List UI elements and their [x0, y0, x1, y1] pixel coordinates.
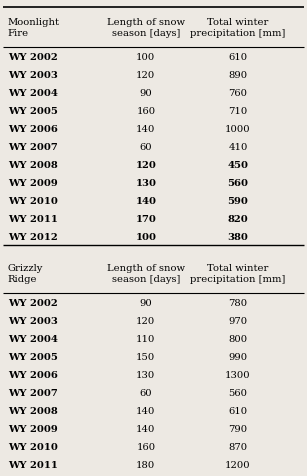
Text: WY 2005: WY 2005 — [8, 352, 57, 361]
Text: WY 2006: WY 2006 — [8, 370, 57, 379]
Text: 1200: 1200 — [225, 459, 251, 468]
Text: 100: 100 — [135, 232, 156, 241]
Text: 610: 610 — [228, 406, 247, 415]
Text: 60: 60 — [139, 142, 152, 151]
Text: WY 2007: WY 2007 — [8, 142, 57, 151]
Text: 180: 180 — [136, 459, 155, 468]
Text: 800: 800 — [228, 334, 247, 343]
Text: WY 2011: WY 2011 — [8, 459, 57, 468]
Text: Total winter
precipitation [mm]: Total winter precipitation [mm] — [190, 18, 286, 38]
Text: WY 2008: WY 2008 — [8, 406, 57, 415]
Text: 120: 120 — [136, 316, 155, 325]
Text: WY 2011: WY 2011 — [8, 214, 57, 223]
Text: WY 2006: WY 2006 — [8, 124, 57, 133]
Text: 450: 450 — [227, 160, 248, 169]
Text: 780: 780 — [228, 298, 247, 307]
Text: 90: 90 — [139, 298, 152, 307]
Text: 90: 90 — [139, 89, 152, 97]
Text: 140: 140 — [135, 196, 156, 205]
Text: 120: 120 — [136, 70, 155, 79]
Text: WY 2008: WY 2008 — [8, 160, 57, 169]
Text: 990: 990 — [228, 352, 247, 361]
Text: 60: 60 — [139, 387, 152, 397]
Text: Length of snow
season [days]: Length of snow season [days] — [107, 264, 185, 283]
Text: WY 2003: WY 2003 — [8, 70, 57, 79]
Text: WY 2007: WY 2007 — [8, 387, 57, 397]
Text: WY 2002: WY 2002 — [8, 298, 57, 307]
Text: 590: 590 — [227, 196, 248, 205]
Text: Grizzly
Ridge: Grizzly Ridge — [8, 264, 43, 283]
Text: WY 2005: WY 2005 — [8, 106, 57, 115]
Text: 610: 610 — [228, 52, 247, 61]
Text: WY 2010: WY 2010 — [8, 442, 57, 451]
Text: 870: 870 — [228, 442, 247, 451]
Text: 140: 140 — [136, 406, 156, 415]
Text: WY 2009: WY 2009 — [8, 178, 57, 187]
Text: 970: 970 — [228, 316, 247, 325]
Text: 380: 380 — [227, 232, 248, 241]
Text: 140: 140 — [136, 124, 156, 133]
Text: 160: 160 — [136, 442, 155, 451]
Text: 130: 130 — [136, 370, 155, 379]
Text: WY 2012: WY 2012 — [8, 232, 57, 241]
Text: 170: 170 — [135, 214, 156, 223]
Text: 560: 560 — [227, 178, 248, 187]
Text: 140: 140 — [136, 424, 156, 433]
Text: 410: 410 — [228, 142, 248, 151]
Text: WY 2003: WY 2003 — [8, 316, 57, 325]
Text: 710: 710 — [228, 106, 247, 115]
Text: WY 2002: WY 2002 — [8, 52, 57, 61]
Text: 100: 100 — [136, 52, 155, 61]
Text: 130: 130 — [135, 178, 156, 187]
Text: 760: 760 — [228, 89, 247, 97]
Text: 560: 560 — [228, 387, 247, 397]
Text: 790: 790 — [228, 424, 247, 433]
Text: Length of snow
season [days]: Length of snow season [days] — [107, 18, 185, 38]
Text: 1300: 1300 — [225, 370, 251, 379]
Text: 1000: 1000 — [225, 124, 251, 133]
Text: 820: 820 — [227, 214, 248, 223]
Text: WY 2010: WY 2010 — [8, 196, 57, 205]
Text: 150: 150 — [136, 352, 155, 361]
Text: WY 2004: WY 2004 — [8, 89, 57, 97]
Text: 110: 110 — [136, 334, 156, 343]
Text: 890: 890 — [228, 70, 247, 79]
Text: Total winter
precipitation [mm]: Total winter precipitation [mm] — [190, 264, 286, 283]
Text: WY 2009: WY 2009 — [8, 424, 57, 433]
Text: WY 2004: WY 2004 — [8, 334, 57, 343]
Text: 160: 160 — [136, 106, 155, 115]
Text: Moonlight
Fire: Moonlight Fire — [8, 18, 60, 38]
Text: 120: 120 — [135, 160, 156, 169]
